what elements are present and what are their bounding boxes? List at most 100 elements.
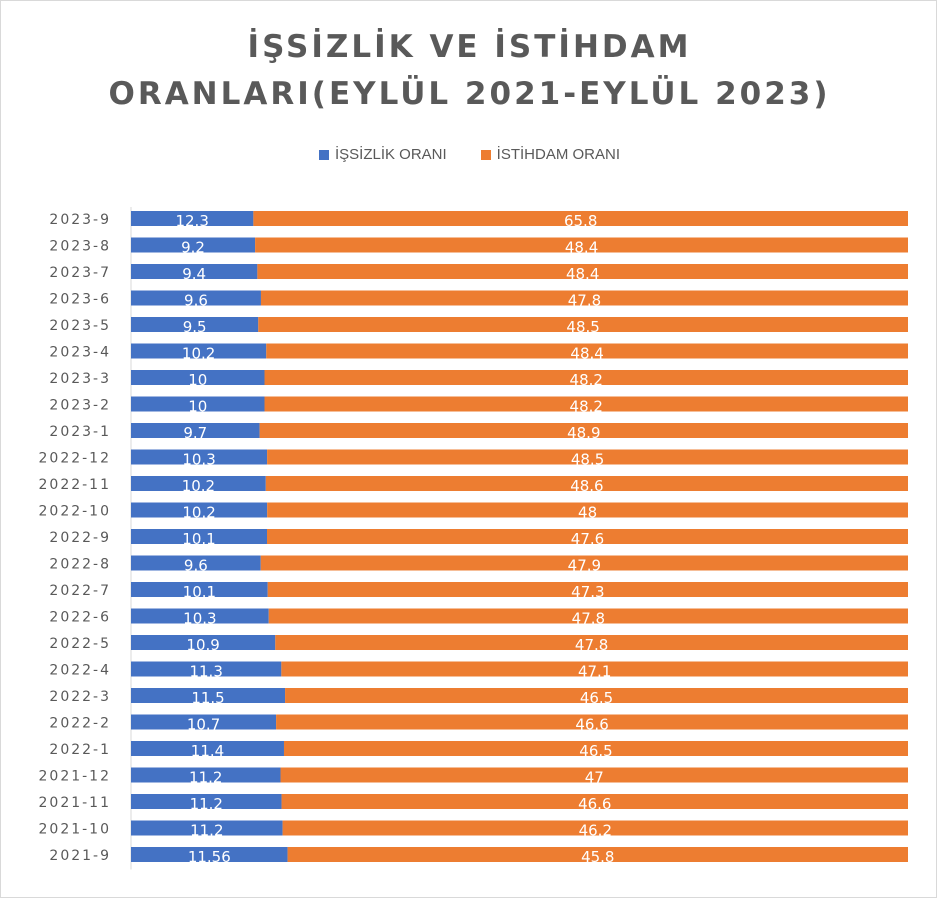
bar-unemployment — [131, 635, 276, 650]
data-label-unemployment: 9.4 — [182, 265, 206, 283]
data-label-unemployment: 10.2 — [182, 477, 215, 495]
bar-employment — [281, 794, 908, 809]
category-label: 2023-9 — [49, 212, 111, 228]
data-label-employment: 47.1 — [578, 663, 611, 681]
bar-unemployment — [131, 767, 281, 783]
data-label-unemployment: 11.3 — [189, 663, 222, 681]
category-label: 2023-2 — [49, 398, 111, 414]
data-label-employment: 48 — [578, 504, 597, 522]
bar-unemployment — [131, 555, 261, 571]
chart-title-line-2: ORANLARI(EYLÜL 2021-EYLÜL 2023) — [108, 76, 831, 112]
data-label-employment: 47.8 — [572, 610, 605, 628]
bar-unemployment — [131, 688, 286, 703]
data-label-employment: 46.6 — [578, 795, 611, 813]
bar-unemployment — [131, 370, 265, 385]
data-label-unemployment: 9.7 — [183, 424, 207, 442]
bar-employment — [267, 529, 908, 544]
bar-employment — [267, 449, 908, 465]
bar-unemployment — [131, 317, 259, 332]
data-label-employment: 45.8 — [581, 848, 614, 866]
data-label-unemployment: 9.2 — [181, 239, 205, 257]
bar-unemployment — [131, 396, 265, 412]
category-label: 2021-11 — [39, 795, 112, 811]
data-label-unemployment: 11.56 — [188, 848, 231, 866]
bar-employment — [265, 476, 908, 491]
data-label-employment: 48.2 — [570, 398, 603, 416]
bar-employment — [275, 635, 908, 650]
data-label-unemployment: 9.6 — [184, 557, 208, 575]
bar-employment — [268, 608, 909, 624]
data-label-unemployment: 9.5 — [183, 318, 207, 336]
data-label-unemployment: 11.4 — [191, 742, 224, 760]
category-label: 2022-2 — [49, 716, 111, 732]
data-label-unemployment: 11.2 — [189, 769, 222, 787]
bar-employment — [266, 343, 908, 359]
data-label-employment: 46.2 — [579, 822, 612, 840]
chart-title-line-1: İŞSİZLİK VE İSTİHDAM — [247, 29, 692, 65]
chart-legend: İŞSİZLİK ORANI İSTİHDAM ORANI — [1, 146, 937, 163]
data-label-employment: 65.8 — [564, 212, 597, 230]
bar-employment — [260, 290, 908, 306]
data-label-employment: 47 — [585, 769, 604, 787]
category-label: 2023-7 — [49, 265, 111, 281]
data-label-unemployment: 10.1 — [182, 530, 215, 548]
data-label-unemployment: 12.3 — [175, 212, 208, 230]
bar-employment — [281, 661, 908, 677]
category-label: 2023-5 — [49, 318, 111, 334]
data-label-employment: 47.3 — [571, 583, 604, 601]
category-label: 2022-5 — [49, 636, 111, 652]
bar-unemployment — [131, 264, 258, 279]
bar-employment — [258, 317, 909, 332]
category-label: 2022-4 — [49, 663, 111, 679]
category-label: 2022-11 — [39, 477, 112, 493]
bar-unemployment — [131, 714, 277, 730]
data-label-employment: 48.4 — [570, 345, 603, 363]
bar-unemployment — [131, 529, 268, 544]
data-label-unemployment: 9.6 — [184, 292, 208, 310]
bar-employment — [264, 370, 909, 385]
data-label-unemployment: 10.7 — [187, 716, 220, 734]
data-label-unemployment: 10 — [188, 371, 207, 389]
bar-unemployment — [131, 476, 266, 491]
category-label: 2023-3 — [49, 371, 111, 387]
bar-unemployment — [131, 847, 288, 862]
category-label: 2023-6 — [49, 292, 111, 308]
category-label: 2023-1 — [49, 424, 111, 440]
category-label: 2022-10 — [39, 504, 112, 520]
data-label-unemployment: 10.3 — [183, 610, 216, 628]
bar-unemployment — [131, 343, 267, 359]
data-label-unemployment: 11.5 — [191, 689, 224, 707]
data-label-employment: 47.8 — [575, 636, 608, 654]
data-label-employment: 47.9 — [568, 557, 601, 575]
bar-unemployment — [131, 290, 261, 306]
data-label-unemployment: 10.2 — [182, 345, 215, 363]
data-label-employment: 46.5 — [579, 742, 612, 760]
bar-employment — [285, 688, 909, 703]
data-label-unemployment: 10.1 — [183, 583, 216, 601]
data-label-employment: 47.8 — [568, 292, 601, 310]
data-label-employment: 46.6 — [575, 716, 608, 734]
legend-item-unemployment: İŞSİZLİK ORANI — [318, 146, 447, 163]
bar-employment — [267, 502, 908, 518]
legend-swatch-employment — [480, 149, 491, 160]
category-label: 2022-7 — [49, 583, 111, 599]
data-label-employment: 48.2 — [570, 371, 603, 389]
data-label-employment: 48.6 — [570, 477, 603, 495]
data-label-unemployment: 10 — [188, 398, 207, 416]
bar-unemployment — [131, 211, 254, 226]
bar-employment — [282, 820, 908, 836]
bar-unemployment — [131, 661, 282, 677]
data-label-unemployment: 10.3 — [182, 451, 215, 469]
data-label-employment: 48.4 — [565, 239, 598, 257]
bar-employment — [255, 237, 908, 253]
bar-unemployment — [131, 582, 268, 597]
category-label: 2022-12 — [39, 451, 112, 467]
category-label: 2022-1 — [49, 742, 111, 758]
data-label-employment: 48.9 — [567, 424, 600, 442]
category-label: 2023-8 — [49, 239, 111, 255]
category-label: 2022-9 — [49, 530, 111, 546]
bar-employment — [283, 741, 908, 756]
data-label-employment: 46.5 — [580, 689, 613, 707]
